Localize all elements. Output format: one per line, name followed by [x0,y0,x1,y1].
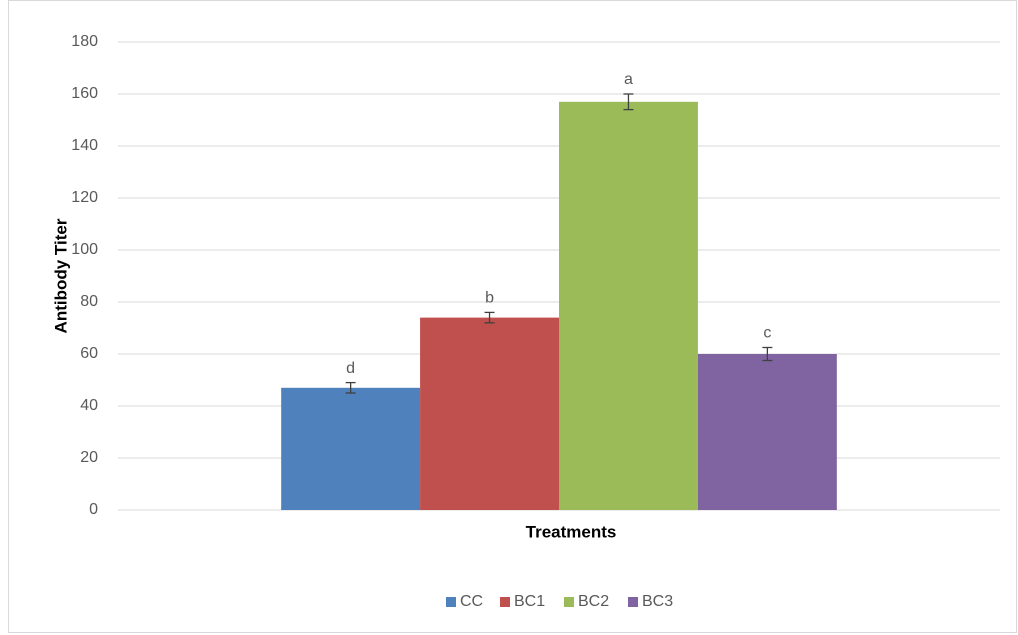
bar [420,317,559,510]
legend-label: BC3 [642,593,673,610]
error-bar [345,381,356,394]
error-bar [623,93,634,111]
legend-swatch [564,597,574,607]
bar-annotation: a [624,71,633,88]
x-axis-title: Treatments [526,522,617,541]
y-tick-label: 180 [71,33,98,50]
chart-frame [8,0,1017,633]
y-axis-title: Antibody Titer [51,218,70,333]
bar-annotation: d [346,360,355,377]
y-tick-label: 60 [80,345,98,362]
bar [281,387,421,510]
y-tick-label: 140 [71,137,98,154]
legend-swatch [500,597,510,607]
y-tick-label: 80 [80,293,98,310]
legend-label: BC1 [514,593,545,610]
error-bar [484,311,495,324]
legend-label: BC2 [578,593,609,610]
bar-annotation: c [763,325,771,342]
bar [697,354,837,510]
y-tick-label: 20 [80,449,98,466]
legend-swatch [446,597,456,607]
bar [559,101,698,511]
bar-annotation: b [485,290,494,307]
y-tick-label: 40 [80,397,98,414]
y-tick-label: 120 [71,189,98,206]
y-tick-label: 0 [89,501,98,518]
error-bar [762,346,773,362]
y-tick-label: 160 [71,85,98,102]
legend-label: CC [460,593,483,610]
y-tick-label: 100 [71,241,98,258]
legend-swatch [628,597,638,607]
